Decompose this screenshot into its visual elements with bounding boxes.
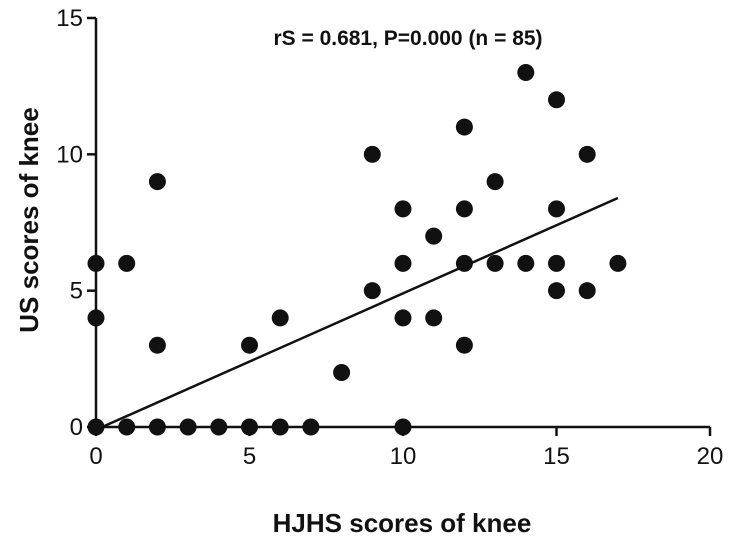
- data-point: [455, 200, 473, 218]
- fit-line-group: [95, 196, 619, 431]
- data-point: [241, 336, 258, 354]
- data-point: [486, 254, 504, 272]
- data-point: [548, 254, 565, 272]
- x-axis-title: HJHS scores of knee: [273, 508, 532, 538]
- data-point: [87, 309, 105, 327]
- data-point: [333, 363, 351, 381]
- data-point: [548, 282, 565, 300]
- data-point: [118, 418, 136, 436]
- data-point: [148, 336, 166, 354]
- y-tick-label: 15: [56, 5, 83, 32]
- x-tick-label: 15: [543, 443, 570, 470]
- x-tick-label: 10: [390, 443, 417, 470]
- x-tick-label: 5: [243, 443, 256, 470]
- data-point: [425, 227, 443, 245]
- data-point: [271, 309, 289, 327]
- data-point: [425, 309, 443, 327]
- data-point: [517, 254, 535, 272]
- data-point: [241, 418, 258, 436]
- data-point: [394, 254, 412, 272]
- correlation-annotation: rS = 0.681, P=0.000 (n = 85): [273, 27, 542, 50]
- data-point: [210, 418, 228, 436]
- y-tick-label: 10: [56, 141, 83, 168]
- data-point: [271, 418, 289, 436]
- data-point: [578, 282, 596, 300]
- y-tick-label: 5: [70, 278, 83, 305]
- data-point: [118, 254, 136, 272]
- data-point: [148, 418, 166, 436]
- data-point: [486, 173, 504, 191]
- data-point: [363, 145, 381, 163]
- data-point: [394, 418, 412, 436]
- y-tick-label: 0: [70, 414, 83, 441]
- x-tick-label: 20: [697, 443, 724, 470]
- data-point: [87, 418, 105, 436]
- data-points: [87, 64, 627, 436]
- axes: [94, 18, 710, 429]
- regression-line: [95, 196, 619, 431]
- data-point: [363, 282, 381, 300]
- data-point: [455, 118, 473, 136]
- data-point: [517, 64, 535, 82]
- data-point: [87, 254, 105, 272]
- data-point: [394, 200, 412, 218]
- ticks: 0 5 10 15 20 0 5 10 15: [56, 5, 723, 470]
- y-axis-title: US scores of knee: [14, 107, 44, 332]
- data-point: [394, 309, 412, 327]
- data-point: [302, 418, 320, 436]
- data-point: [548, 200, 565, 218]
- data-point: [578, 145, 596, 163]
- data-point: [455, 336, 473, 354]
- x-tick-label: 0: [89, 443, 102, 470]
- data-point: [179, 418, 197, 436]
- data-point: [609, 254, 627, 272]
- data-point: [548, 91, 565, 109]
- data-point: [148, 173, 166, 191]
